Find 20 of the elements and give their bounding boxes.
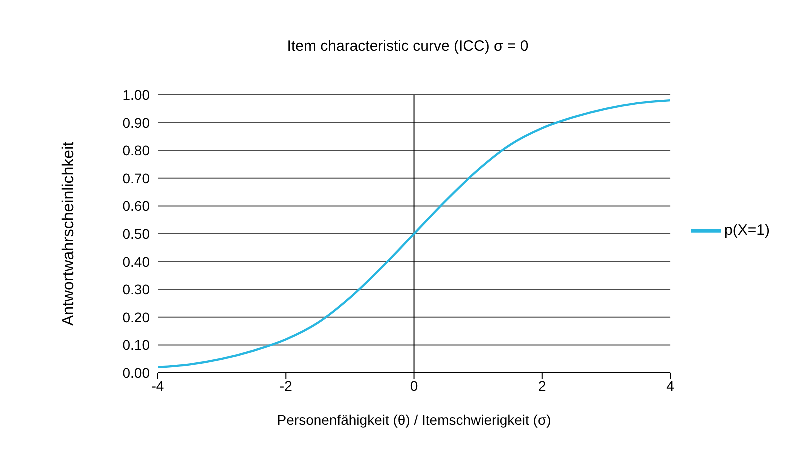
y-tick-label: 0.10	[122, 337, 150, 354]
x-tick-label: 0	[410, 378, 418, 394]
legend-label: p(X=1)	[724, 221, 770, 238]
x-tick-label: 2	[538, 378, 547, 394]
y-tick-label: 0.50	[122, 226, 150, 242]
y-tick-label: 0.00	[122, 364, 150, 381]
y-tick-label: 1.00	[122, 86, 150, 103]
y-tick-label: 0.20	[122, 309, 150, 326]
y-tick-label: 0.30	[122, 282, 150, 298]
chart-title: Item characteristic curve (ICC) σ = 0	[286, 38, 530, 55]
x-tick-label: 4	[666, 378, 675, 394]
y-tick-label: 0.80	[122, 142, 150, 159]
x-axis-title: Personenfähigkeit (θ) / Itemschwierigkeit (σ)	[277, 412, 552, 428]
x-tick-label: -4	[152, 378, 164, 394]
y-tick-label: 0.90	[122, 114, 150, 131]
y-tick-label: 0.70	[122, 170, 150, 186]
y-axis-title: Antwortwahrscheinlichkeit	[60, 141, 78, 326]
y-tick-label: 0.60	[122, 198, 150, 214]
y-tick-label: 0.40	[122, 254, 150, 270]
x-tick-label: -2	[280, 378, 293, 394]
